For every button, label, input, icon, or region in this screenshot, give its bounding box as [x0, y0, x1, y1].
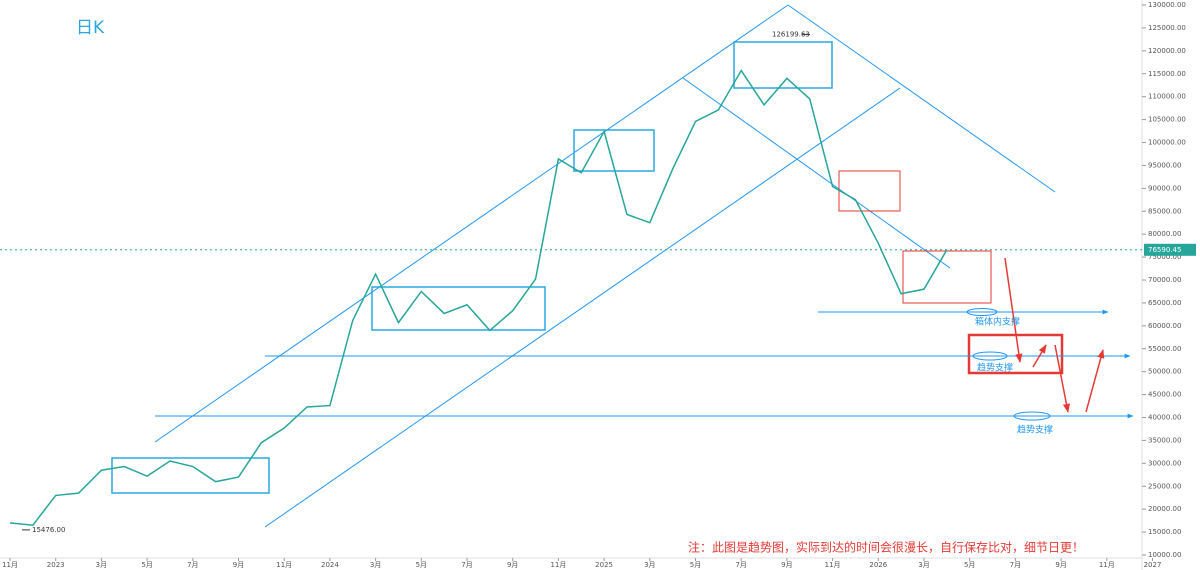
- arrow: [1054, 344, 1070, 413]
- drawings: [111, 4, 1134, 528]
- y-tick-label: 125000.00: [1148, 24, 1186, 32]
- channel-line: [264, 87, 901, 528]
- chart-title: 日K: [76, 18, 105, 38]
- y-tick-label: 30000.00: [1148, 459, 1181, 467]
- trend-line: [787, 4, 1056, 193]
- support-label: 趋势支撑: [1017, 424, 1053, 436]
- x-tick-label: 7月: [461, 561, 472, 569]
- y-tick-label: 25000.00: [1148, 482, 1181, 490]
- price-line: [9, 69, 948, 526]
- range-box: [902, 250, 992, 304]
- y-tick-label: 70000.00: [1148, 276, 1181, 284]
- y-tick-label: 75000.00: [1148, 253, 1181, 261]
- x-tick-label: 3月: [96, 561, 107, 569]
- ellipse: [966, 308, 998, 316]
- y-tick-label: 95000.00: [1148, 161, 1181, 169]
- last-price-tag: [1144, 243, 1196, 256]
- x-tick-label: 11月: [2, 561, 18, 569]
- x-tick-label: 5月: [416, 561, 427, 569]
- support-label: 趋势支撑: [977, 362, 1013, 374]
- y-tick-label: 65000.00: [1148, 299, 1181, 307]
- y-tick-label: 10000.00: [1148, 551, 1181, 559]
- x-tick-label: 5月: [690, 561, 701, 569]
- range-box: [111, 457, 270, 494]
- arrow: [1085, 349, 1105, 413]
- x-tick-label: 9月: [1055, 561, 1066, 569]
- x-tick-label: 3月: [644, 561, 655, 569]
- x-tick-label: 11月: [1099, 561, 1115, 569]
- y-tick-label: 55000.00: [1148, 345, 1181, 353]
- x-tick-label: 2026: [869, 561, 887, 569]
- x-tick-label: 3月: [918, 561, 929, 569]
- ellipse: [1013, 411, 1051, 421]
- x-tick-label: 2025: [595, 561, 613, 569]
- x-tick-label: 9月: [507, 561, 518, 569]
- arrow: [1032, 344, 1047, 368]
- low-label: 15476.00: [32, 526, 65, 534]
- y-tick-label: 90000.00: [1148, 184, 1181, 192]
- y-tick-label: 50000.00: [1148, 368, 1181, 376]
- arrow: [1004, 257, 1023, 363]
- range-box: [371, 286, 546, 331]
- channel-line: [154, 4, 789, 443]
- x-tick-label: 2023: [47, 561, 65, 569]
- x-tick-label: 7月: [735, 561, 746, 569]
- note: 注：此图是趋势图，实际到达的时间会很漫长，自行保存比对，细节日更！: [688, 540, 1084, 555]
- y-tick-label: 85000.00: [1148, 207, 1181, 215]
- x-tick-label: 11月: [276, 561, 292, 569]
- ellipse: [972, 351, 1008, 361]
- x-tick-label: 7月: [187, 561, 198, 569]
- y-tick-label: 105000.00: [1148, 116, 1186, 124]
- y-tick-label: 130000.00: [1148, 1, 1186, 9]
- y-tick-label: 80000.00: [1148, 230, 1181, 238]
- y-tick-label: 100000.00: [1148, 139, 1186, 147]
- x-tick-label: 3月: [370, 561, 381, 569]
- y-tick-label: 120000.00: [1148, 47, 1186, 55]
- x-tick-label: 7月: [1010, 561, 1021, 569]
- y-tick-label: 45000.00: [1148, 391, 1181, 399]
- range-box: [573, 129, 655, 172]
- x-tick-label: 11月: [825, 561, 841, 569]
- y-tick-label: 115000.00: [1148, 70, 1186, 78]
- range-box: [838, 170, 901, 212]
- high-label: 126199.63: [772, 30, 810, 38]
- x-tick-label: 9月: [781, 561, 792, 569]
- x-tick-label: 5月: [141, 561, 152, 569]
- x-tick-label: 11月: [550, 561, 566, 569]
- y-tick-label: 110000.00: [1148, 93, 1186, 101]
- range-box: [733, 41, 833, 89]
- support-label: 箱体内支撑: [975, 316, 1020, 328]
- last-price-label: 76590.45: [1148, 246, 1181, 254]
- y-tick-label: 35000.00: [1148, 436, 1181, 444]
- x-tick-label: 5月: [964, 561, 975, 569]
- x-tick-label: 2024: [321, 561, 339, 569]
- y-tick-label: 20000.00: [1148, 505, 1181, 513]
- y-tick-label: 40000.00: [1148, 414, 1181, 422]
- trend-line: [682, 77, 951, 269]
- x-tick-label: 9月: [233, 561, 244, 569]
- x-tick-label: 2027: [1144, 561, 1162, 569]
- y-tick-label: 15000.00: [1148, 528, 1181, 536]
- y-tick-label: 60000.00: [1148, 322, 1181, 330]
